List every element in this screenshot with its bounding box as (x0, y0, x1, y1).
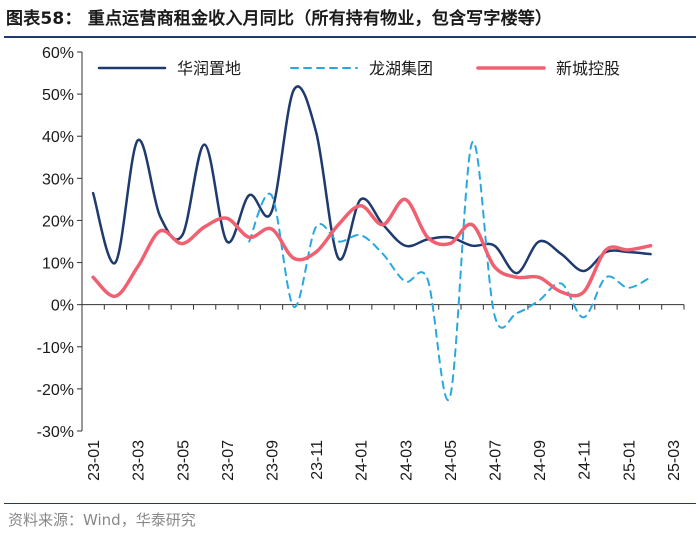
x-tick-label: 23-03 (131, 440, 148, 481)
bottom-rule (4, 503, 696, 504)
legend-label-3: 新城控股 (556, 59, 620, 78)
y-tick-label: 40% (42, 129, 74, 146)
x-tick-label: 24-07 (487, 440, 504, 481)
chart-series (91, 85, 653, 402)
x-tick-label: 25-01 (621, 440, 638, 481)
x-tick-label: 24-09 (532, 440, 549, 481)
source-note: 资料来源：Wind，华泰研究 (8, 511, 196, 529)
y-tick-label: -30% (37, 424, 74, 441)
series-line-3 (91, 197, 653, 298)
legend-label-2: 龙湖集团 (369, 59, 433, 78)
series-line-2 (248, 140, 652, 402)
y-tick-label: 60% (42, 45, 74, 62)
series-line-1 (91, 85, 652, 275)
x-tick-label: 24-03 (398, 440, 415, 481)
y-tick-label: 30% (42, 171, 74, 188)
x-tick-label: 23-11 (309, 440, 326, 480)
x-tick-label: 24-11 (577, 440, 594, 480)
y-tick-label: 50% (42, 87, 74, 104)
y-tick-label: -20% (37, 382, 74, 399)
legend-label-1: 华润置地 (177, 59, 241, 78)
x-tick-label: 25-03 (666, 440, 683, 481)
x-tick-label: 24-05 (443, 440, 460, 481)
chart-legend: 华润置地 龙湖集团 新城控股 (97, 59, 620, 78)
y-tick-label: 0% (51, 298, 74, 315)
y-tick-label: -10% (37, 340, 74, 357)
x-tick-label: 23-09 (265, 440, 282, 481)
title-rule (4, 36, 696, 38)
x-tick-label: 23-05 (175, 440, 192, 481)
y-tick-label: 20% (42, 213, 74, 230)
figure-title: 图表58： 重点运营商租金收入月同比（所有持有物业，包含写字楼等） (6, 9, 553, 29)
y-tick-label: 10% (42, 256, 74, 273)
x-tick-label: 24-01 (354, 440, 371, 481)
x-tick-label: 23-07 (220, 440, 237, 481)
x-tick-label: 23-01 (86, 440, 103, 481)
chart-axes: -30% -20% -10% 0% 10% 20% 30% 40% 50% 60% 23-01 23-… (37, 45, 685, 481)
